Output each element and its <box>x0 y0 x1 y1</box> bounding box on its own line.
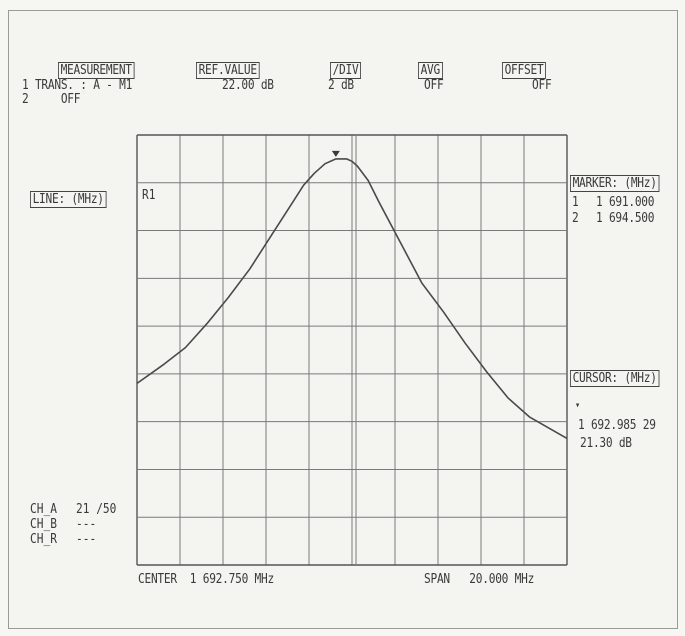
marker-2-index: 2 <box>572 211 579 226</box>
cursor-level: 21.30 dB <box>580 436 632 451</box>
channel-a-name: CH_A <box>30 502 57 517</box>
channel-b-name: CH_B <box>30 517 57 532</box>
trace-line <box>136 158 568 440</box>
avg-value: OFF <box>424 78 444 93</box>
trace-series <box>136 150 568 440</box>
marker-triangle <box>331 150 340 157</box>
center-frequency: CENTER 1 692.750 MHz <box>138 572 274 587</box>
measurement-line1: 1 TRANS. : A - M1 <box>22 78 133 93</box>
offset-value: OFF <box>532 78 552 93</box>
channel-b-value: --- <box>76 517 97 532</box>
avg-label[interactable]: AVG <box>418 62 443 79</box>
channel-r-value: --- <box>76 532 97 547</box>
cursor-label[interactable]: CURSOR: (MHz) <box>570 370 660 387</box>
measurement-label[interactable]: MEASUREMENT <box>58 62 135 79</box>
offset-label[interactable]: OFFSET <box>502 62 547 79</box>
channel-r-name: CH_R <box>30 532 57 547</box>
marker-2-value: 1 694.500 <box>596 211 655 226</box>
marker-label[interactable]: MARKER: (MHz) <box>570 175 660 192</box>
cursor-glyph: ▾ <box>575 400 580 411</box>
ref-value: 22.00 dB <box>222 78 274 93</box>
line-box[interactable]: LINE: (MHz) <box>30 191 107 208</box>
marker-1-value: 1 691.000 <box>596 195 655 210</box>
measurement-line2: 2 OFF <box>22 92 81 107</box>
marker-1-index: 1 <box>572 195 579 210</box>
span-frequency: SPAN 20.000 MHz <box>424 572 535 587</box>
plot-grid <box>136 134 568 566</box>
channel-a-value: 21 /50 <box>76 502 117 517</box>
cursor-frequency: 1 692.985 29 <box>578 418 656 433</box>
ref-marker-label: R1 <box>142 187 155 202</box>
per-div-label[interactable]: /DIV <box>330 62 362 79</box>
ref-value-label[interactable]: REF.VALUE <box>196 62 260 79</box>
per-div-value: 2 dB <box>328 78 354 93</box>
